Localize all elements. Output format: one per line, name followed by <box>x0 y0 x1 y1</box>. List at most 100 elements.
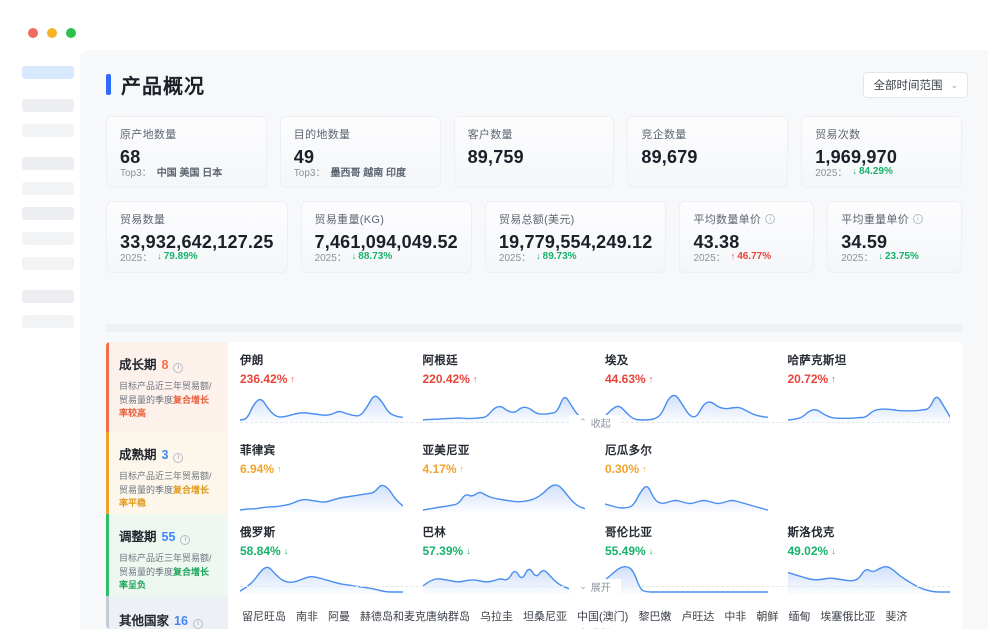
other-country-item[interactable]: 卢旺达 <box>681 611 715 623</box>
stat-card-delta-value: 88.73% <box>358 251 393 262</box>
other-countries-title: 其他国家 16 i <box>119 610 218 629</box>
country-growth: 236.42% ↑ <box>240 372 403 386</box>
chevron-up-icon: ⌃ <box>579 627 587 629</box>
country-growth: 0.30% ↑ <box>605 462 768 476</box>
other-country-item[interactable]: 留尼旺岛 <box>242 611 286 623</box>
minimize-icon[interactable] <box>47 28 57 38</box>
other-country-item[interactable]: 阿曼 <box>328 611 350 623</box>
country-card[interactable]: 哈萨克斯坦 20.72% ↑ <box>787 352 950 423</box>
divider-line <box>240 585 570 587</box>
info-icon[interactable]: i <box>192 618 203 629</box>
divider-line <box>620 585 951 587</box>
country-card[interactable]: 伊朗 236.42% ↑ <box>240 352 403 423</box>
other-country-item[interactable]: 赫德岛和麦克唐纳群岛 <box>360 611 470 623</box>
sidebar-item-9[interactable] <box>22 315 74 328</box>
stat-card-sub-label: 2025： <box>815 168 848 179</box>
country-grid: 伊朗 236.42% ↑ 阿根廷 220.42% ↑ 埃及 44.63% ↑ 哈萨克斯坦 20.72… <box>240 352 950 423</box>
other-country-item[interactable]: 中国(澳门) <box>577 611 629 623</box>
other-country-item[interactable]: 黎巴嫩 <box>638 611 672 623</box>
info-icon[interactable]: i <box>913 214 924 224</box>
stat-card-sub: 2025： ↓ 88.73% <box>315 249 393 264</box>
other-countries-toggle-button[interactable]: ⌃ 收起 <box>569 624 621 629</box>
other-country-item[interactable]: 乌拉圭 <box>480 611 513 623</box>
other-country-item[interactable]: 朝鲜 <box>756 611 779 623</box>
sidebar-item-6[interactable] <box>22 232 74 245</box>
stat-card-sub-label: 2025： <box>841 253 874 264</box>
country-growth: 4.17% ↑ <box>423 462 586 476</box>
country-growth-value: 0.30% <box>605 462 640 476</box>
country-growth-value: 44.63% <box>605 372 646 386</box>
country-growth-value: 49.02% <box>787 544 829 558</box>
sidebar-item-3[interactable] <box>22 157 74 170</box>
sidebar-item-5[interactable] <box>22 207 74 220</box>
other-country-item[interactable]: 斐济 <box>885 611 908 623</box>
maximize-icon[interactable] <box>66 28 76 38</box>
close-icon[interactable] <box>28 28 38 38</box>
arrow-up-icon: ↑ <box>459 463 465 474</box>
other-country-item[interactable]: 中非 <box>724 611 747 623</box>
other-country-item[interactable]: 埃塞俄比亚 <box>820 611 876 623</box>
stat-card-label-text: 平均重量单价 <box>841 214 910 226</box>
sidebar-item-2[interactable] <box>22 124 74 137</box>
lifecycle-group-desc-highlight: 复合增长率较高 <box>119 394 210 419</box>
arrow-up-icon: ↑ <box>472 373 478 384</box>
toggle-label: 收起 <box>590 418 611 430</box>
divider-line <box>240 421 570 423</box>
info-icon[interactable]: i <box>173 362 184 373</box>
stat-card-value: 43.38 <box>693 232 740 252</box>
country-card[interactable]: 埃及 44.63% ↑ <box>605 352 768 423</box>
stat-card-value: 89,759 <box>467 147 524 167</box>
other-country-item[interactable]: 南非 <box>296 611 318 623</box>
country-growth-value: 220.42% <box>422 372 470 386</box>
stat-card-value: 19,779,554,249.12 <box>498 232 653 252</box>
sidebar-item-4[interactable] <box>22 182 74 195</box>
country-card[interactable]: 阿根廷 220.42% ↑ <box>422 352 585 423</box>
info-icon[interactable]: i <box>173 452 184 463</box>
country-card[interactable]: 俄罗斯 58.84% ↓ <box>240 524 403 595</box>
arrow-down-icon: ↓ <box>831 545 836 556</box>
country-card[interactable]: 斯洛伐克 49.02% ↓ <box>787 524 950 595</box>
country-card[interactable]: 哥伦比亚 55.49% ↓ <box>605 524 768 595</box>
sparkline-chart <box>605 565 768 595</box>
country-card[interactable]: 亚美尼亚 4.17% ↑ <box>422 442 586 513</box>
stat-card-label-text: 目的地数量 <box>293 129 351 141</box>
stat-card-sub-label: 2025： <box>498 253 532 264</box>
arrow-down-icon: ↓ <box>351 251 357 261</box>
info-icon[interactable]: i <box>180 534 191 545</box>
sidebar-item-active[interactable] <box>22 66 74 79</box>
sparkline-chart <box>240 484 403 513</box>
country-growth: 57.39% ↓ <box>423 544 586 558</box>
time-range-value: 全部时间范围 <box>873 80 943 92</box>
sidebar-item-1[interactable] <box>22 99 74 112</box>
lifecycle-group-desc-plain: 目标产品近三年贸易额/贸易量的季度 <box>119 471 212 495</box>
sidebar-item-7[interactable] <box>22 257 74 270</box>
toggle-expand-collapse-button[interactable]: ⌃ 收起 <box>569 414 621 430</box>
stat-card-label: 原产地数量 <box>120 126 253 142</box>
stat-card-value: 49 <box>293 147 315 167</box>
other-country-item[interactable]: 坦桑尼亚 <box>523 611 567 623</box>
stat-card-delta-value: 46.77% <box>737 251 772 262</box>
other-country-item[interactable]: 缅甸 <box>788 611 811 623</box>
chevron-down-icon: ⌄ <box>950 79 958 90</box>
country-card[interactable]: 巴林 57.39% ↓ <box>422 524 586 595</box>
toggle-expand-collapse-button[interactable]: ⌄ 展开 <box>569 578 621 594</box>
country-card[interactable]: 菲律宾 6.94% ↑ <box>240 442 403 513</box>
arrow-up-icon: ↑ <box>648 373 654 384</box>
lifecycle-group-label[interactable]: 调整期 55 i 目标产品近三年贸易额/贸易量的季度复合增长率呈负 <box>106 514 228 596</box>
stat-card: 贸易重量(KG) 7,461,094,049.52 2025： ↓ 88.73% <box>300 201 472 273</box>
stat-card-sub: 2025： ↓ 89.73% <box>499 249 577 264</box>
stat-card-delta: ↓ 23.75% <box>878 251 918 262</box>
main-panel: 产品概况 全部时间范围 ⌄ 原产地数量 68 Top3： 中国 美国 日本 目的地数量 4… <box>80 50 988 629</box>
chevron-up-icon: ⌃ <box>579 416 587 427</box>
other-countries-label[interactable]: 其他国家 16 i <box>106 596 228 629</box>
other-countries-count: 16 <box>174 614 188 628</box>
time-range-select[interactable]: 全部时间范围 ⌄ <box>863 72 968 98</box>
country-name: 阿根廷 <box>422 355 458 367</box>
lifecycle-group-label[interactable]: 成熟期 3 i 目标产品近三年贸易额/贸易量的季度复合增长率平稳 <box>106 432 228 514</box>
sidebar-item-8[interactable] <box>22 290 74 303</box>
country-card[interactable]: 厄瓜多尔 0.30% ↑ <box>605 442 768 513</box>
lifecycle-group-label[interactable]: 成长期 8 i 目标产品近三年贸易额/贸易量的季度复合增长率较高 <box>106 342 228 432</box>
country-growth: 58.84% ↓ <box>240 544 403 558</box>
info-icon[interactable]: i <box>765 214 776 224</box>
